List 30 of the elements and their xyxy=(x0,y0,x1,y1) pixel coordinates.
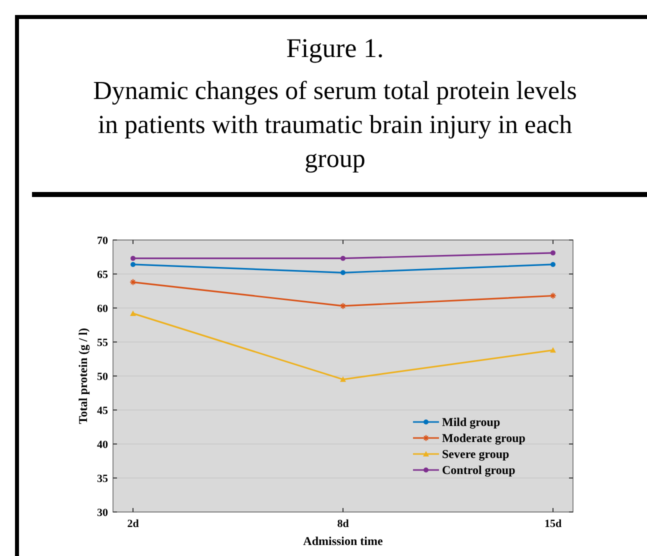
point xyxy=(130,262,136,267)
y-tick-label: 30 xyxy=(97,506,108,519)
y-tick-label: 35 xyxy=(97,472,108,485)
point xyxy=(340,376,346,382)
point xyxy=(130,256,136,261)
y-tick-label: 65 xyxy=(97,268,108,281)
point xyxy=(550,250,556,256)
y-tick-label: 50 xyxy=(97,370,108,383)
point xyxy=(340,270,346,276)
chart-subtitle: Dynamic changes of serum total protein levels in patients with traumatic brain injury in each group xyxy=(93,76,577,173)
x-tick-label: 8d xyxy=(337,518,349,530)
x-tick-label: 15d xyxy=(544,518,562,530)
point xyxy=(340,302,346,310)
point xyxy=(550,347,556,353)
chart-title: Figure 1. xyxy=(286,33,384,63)
legend-label: Mild group xyxy=(442,415,500,430)
point xyxy=(130,310,136,316)
y-axis-title: Total protein (g / l) xyxy=(76,328,90,424)
legend-label: Moderate group xyxy=(442,431,526,446)
x-tick-label: 2d xyxy=(127,518,139,530)
legend-label: Control group xyxy=(442,463,516,478)
point xyxy=(340,256,346,261)
y-tick-label: 70 xyxy=(97,234,108,247)
y-tick-label: 40 xyxy=(97,438,108,451)
point xyxy=(550,262,556,267)
y-tick-label: 55 xyxy=(97,336,108,349)
x-axis-title: Admission time xyxy=(303,534,384,548)
y-tick-label: 45 xyxy=(97,404,108,417)
legend-label: Severe group xyxy=(442,447,510,462)
y-tick-label: 60 xyxy=(97,302,108,315)
